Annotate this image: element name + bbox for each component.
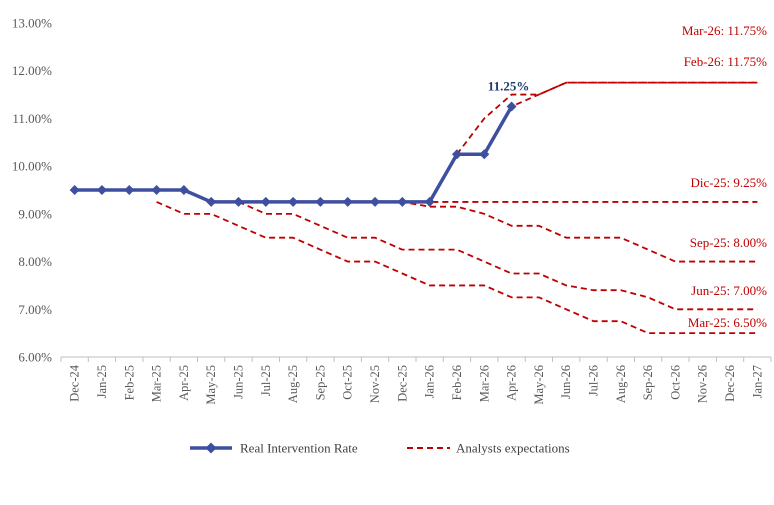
legend: Real Intervention Rate Analysts expectat… bbox=[190, 441, 570, 456]
x-tick-label: Jul-26 bbox=[587, 365, 601, 396]
real-rate-point bbox=[342, 196, 353, 207]
expectation-lines bbox=[156, 81, 758, 335]
real-rate-point bbox=[124, 185, 135, 195]
y-tick-label: 11.00% bbox=[12, 111, 52, 126]
x-tick-label: Oct-26 bbox=[668, 365, 682, 400]
real-rate-point bbox=[424, 196, 435, 207]
expectation-series-line bbox=[238, 201, 758, 311]
x-tick-label: Aug-25 bbox=[286, 365, 300, 403]
y-tick-label: 10.00% bbox=[12, 159, 52, 174]
y-tick-label: 7.00% bbox=[18, 302, 52, 317]
x-tick-label: Sep-26 bbox=[641, 365, 655, 400]
real-rate-point bbox=[315, 196, 326, 207]
x-tick-label: Apr-26 bbox=[505, 365, 519, 401]
expectation-end-label: Mar-26: 11.75% bbox=[682, 23, 767, 38]
x-tick-label: May-25 bbox=[204, 365, 218, 405]
x-tick-label: Jul-25 bbox=[259, 365, 273, 396]
x-tick-label: Feb-26 bbox=[450, 365, 464, 400]
x-tick-label: Apr-25 bbox=[177, 365, 191, 401]
y-tick-label: 12.00% bbox=[12, 63, 52, 78]
real-rate-point bbox=[233, 196, 244, 207]
expectation-end-label: Sep-25: 8.00% bbox=[690, 235, 767, 250]
expectation-end-label: Jun-25: 7.00% bbox=[691, 283, 767, 298]
x-axis: Dec-24 Jan-25 Feb-25 Mar-25 Apr-25 May-25 Jun-… bbox=[60, 356, 772, 405]
x-tick-label: Jun-25 bbox=[232, 365, 246, 399]
expectation-end-label: Mar-25: 6.50% bbox=[688, 315, 767, 330]
real-rate-point bbox=[206, 196, 217, 207]
legend-expectations-label: Analysts expectations bbox=[456, 441, 570, 456]
expectation-series-line bbox=[156, 201, 758, 335]
legend-real-marker bbox=[205, 442, 217, 454]
real-rate-point bbox=[178, 185, 189, 195]
expectation-series-line bbox=[320, 201, 758, 263]
y-axis: 6.00% 7.00% 8.00% 9.00% 10.00% 11.00% 12.00% 13… bbox=[12, 16, 52, 365]
real-rate-last-label: 11.25% bbox=[488, 79, 530, 94]
x-tick-label: Dec-26 bbox=[723, 365, 737, 402]
x-tick-label: Nov-26 bbox=[696, 365, 710, 403]
x-tick-label: Sep-25 bbox=[313, 365, 327, 400]
y-tick-label: 13.00% bbox=[12, 16, 52, 31]
x-tick-label: May-26 bbox=[532, 365, 546, 405]
annotations: 11.25% Mar-25: 6.50% Jun-25: 7.00% Sep-25: … bbox=[488, 23, 767, 330]
real-rate-series-line bbox=[74, 105, 514, 204]
x-tick-label: Mar-26 bbox=[477, 365, 491, 402]
legend-real-label: Real Intervention Rate bbox=[240, 441, 358, 456]
real-rate-point bbox=[370, 196, 381, 207]
real-rate-point bbox=[96, 185, 107, 195]
real-rate-point bbox=[397, 196, 408, 207]
real-rate-point bbox=[288, 196, 299, 207]
x-tick-label: Jan-27 bbox=[750, 365, 764, 398]
x-tick-label: Jan-25 bbox=[95, 365, 109, 398]
x-tick-label: Feb-25 bbox=[122, 365, 136, 400]
expectation-series-line bbox=[483, 81, 758, 155]
x-tick-label: Mar-25 bbox=[150, 365, 164, 402]
x-tick-label: Nov-25 bbox=[368, 365, 382, 403]
x-tick-label: Dec-25 bbox=[395, 365, 409, 402]
expectation-end-label: Dic-25: 9.25% bbox=[690, 175, 767, 190]
x-tick-label: Dec-24 bbox=[68, 364, 82, 402]
real-rate-point bbox=[69, 185, 80, 195]
x-tick-label: Jun-26 bbox=[559, 365, 573, 399]
x-tick-label: Jan-26 bbox=[423, 365, 437, 398]
real-rate-point bbox=[479, 149, 490, 160]
real-rate-point bbox=[260, 196, 271, 207]
y-tick-label: 9.00% bbox=[18, 206, 52, 221]
real-rate-point bbox=[451, 149, 462, 160]
expectation-series-line bbox=[456, 81, 758, 155]
real-rate-point bbox=[506, 101, 517, 112]
y-tick-label: 6.00% bbox=[18, 350, 52, 365]
expectation-end-label: Feb-26: 11.75% bbox=[684, 54, 767, 69]
real-rate-line bbox=[69, 101, 517, 207]
real-rate-point bbox=[151, 185, 162, 195]
x-tick-label: Oct-25 bbox=[341, 365, 355, 400]
y-tick-label: 8.00% bbox=[18, 254, 52, 269]
x-tick-label: Aug-26 bbox=[614, 365, 628, 403]
